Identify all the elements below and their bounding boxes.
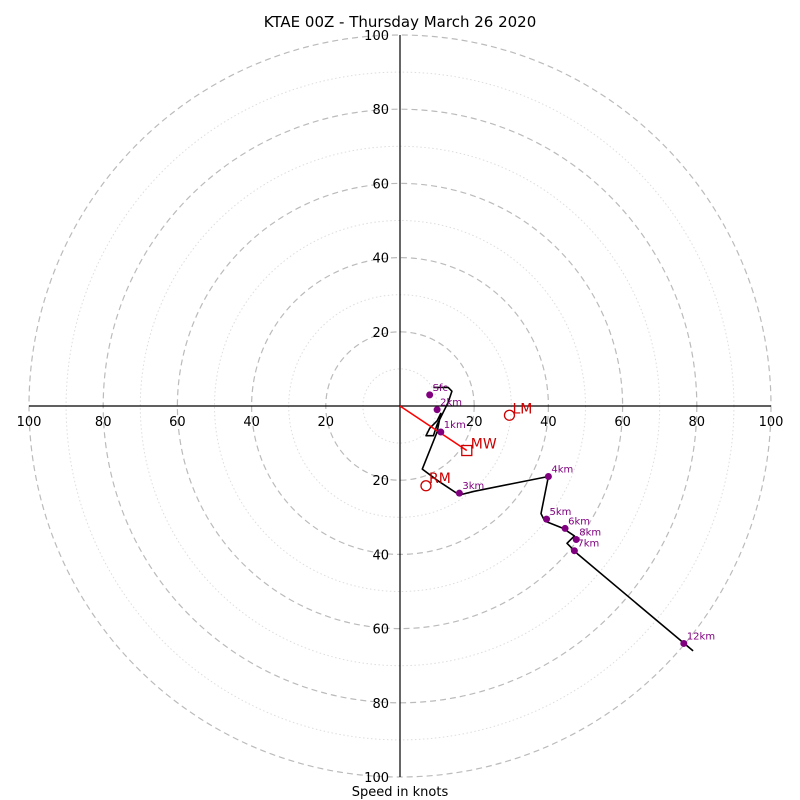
mw-label: MW	[471, 437, 497, 453]
x-axis-label: Speed in knots	[352, 785, 449, 800]
height-marker-12km	[680, 639, 688, 647]
height-marker-8km	[572, 536, 580, 544]
x-tick-label: 20	[318, 415, 335, 430]
y-tick-label: 60	[372, 623, 389, 638]
height-label-3km: 3km	[462, 481, 484, 492]
y-tick-label: 60	[372, 177, 389, 192]
height-label-2km: 2km	[440, 398, 462, 409]
mw-marker	[461, 444, 473, 457]
x-tick-label: 60	[614, 415, 631, 430]
rm-label: RM	[429, 471, 451, 487]
mean-wind-vector	[399, 405, 468, 452]
height-marker-sfc	[426, 391, 434, 399]
x-tick-label: 100	[759, 415, 784, 430]
height-marker-6km	[561, 524, 569, 532]
x-tick-label: 60	[169, 415, 186, 430]
height-label-12km: 12km	[687, 631, 715, 642]
height-marker-5km	[543, 515, 551, 523]
y-tick-label: 80	[372, 697, 389, 712]
x-tick-label: 80	[689, 415, 706, 430]
y-tick-label: 40	[372, 548, 389, 563]
lm-marker	[503, 409, 516, 421]
chart-title: KTAE 00Z - Thursday March 26 2020	[264, 13, 537, 31]
height-marker-1km	[437, 428, 445, 436]
height-label-4km: 4km	[551, 464, 573, 475]
height-marker-7km	[570, 547, 578, 555]
height-label-1km: 1km	[444, 420, 466, 431]
storm-motion-group: RM LM MW	[399, 401, 532, 492]
y-tick-label: 100	[364, 29, 389, 44]
rm-marker	[420, 480, 432, 492]
x-tick-label: 20	[466, 415, 483, 430]
tick-labels: 100 80 60 40 20 20 40 60 80 100 100 80 60 40 20 20 40 60 8…	[17, 29, 784, 786]
height-label-7km: 7km	[577, 539, 599, 550]
height-label-sfc: Sfc	[433, 383, 448, 394]
y-tick-label: 20	[372, 474, 389, 489]
x-tick-label: 100	[17, 415, 42, 430]
lm-label: LM	[512, 401, 532, 417]
x-tick-label: 40	[243, 415, 260, 430]
height-label-6km: 6km	[568, 516, 590, 527]
y-tick-label: 20	[372, 326, 389, 341]
y-tick-label: 40	[372, 252, 389, 267]
height-marker-3km	[455, 489, 463, 497]
x-tick-label: 40	[540, 415, 557, 430]
height-marker-4km	[544, 472, 552, 480]
y-tick-label: 80	[372, 103, 389, 118]
x-tick-label: 80	[95, 415, 112, 430]
height-label-8km: 8km	[579, 528, 601, 539]
height-label-5km: 5km	[550, 507, 572, 518]
y-tick-label: 100	[364, 771, 389, 786]
height-marker-2km	[433, 406, 441, 414]
